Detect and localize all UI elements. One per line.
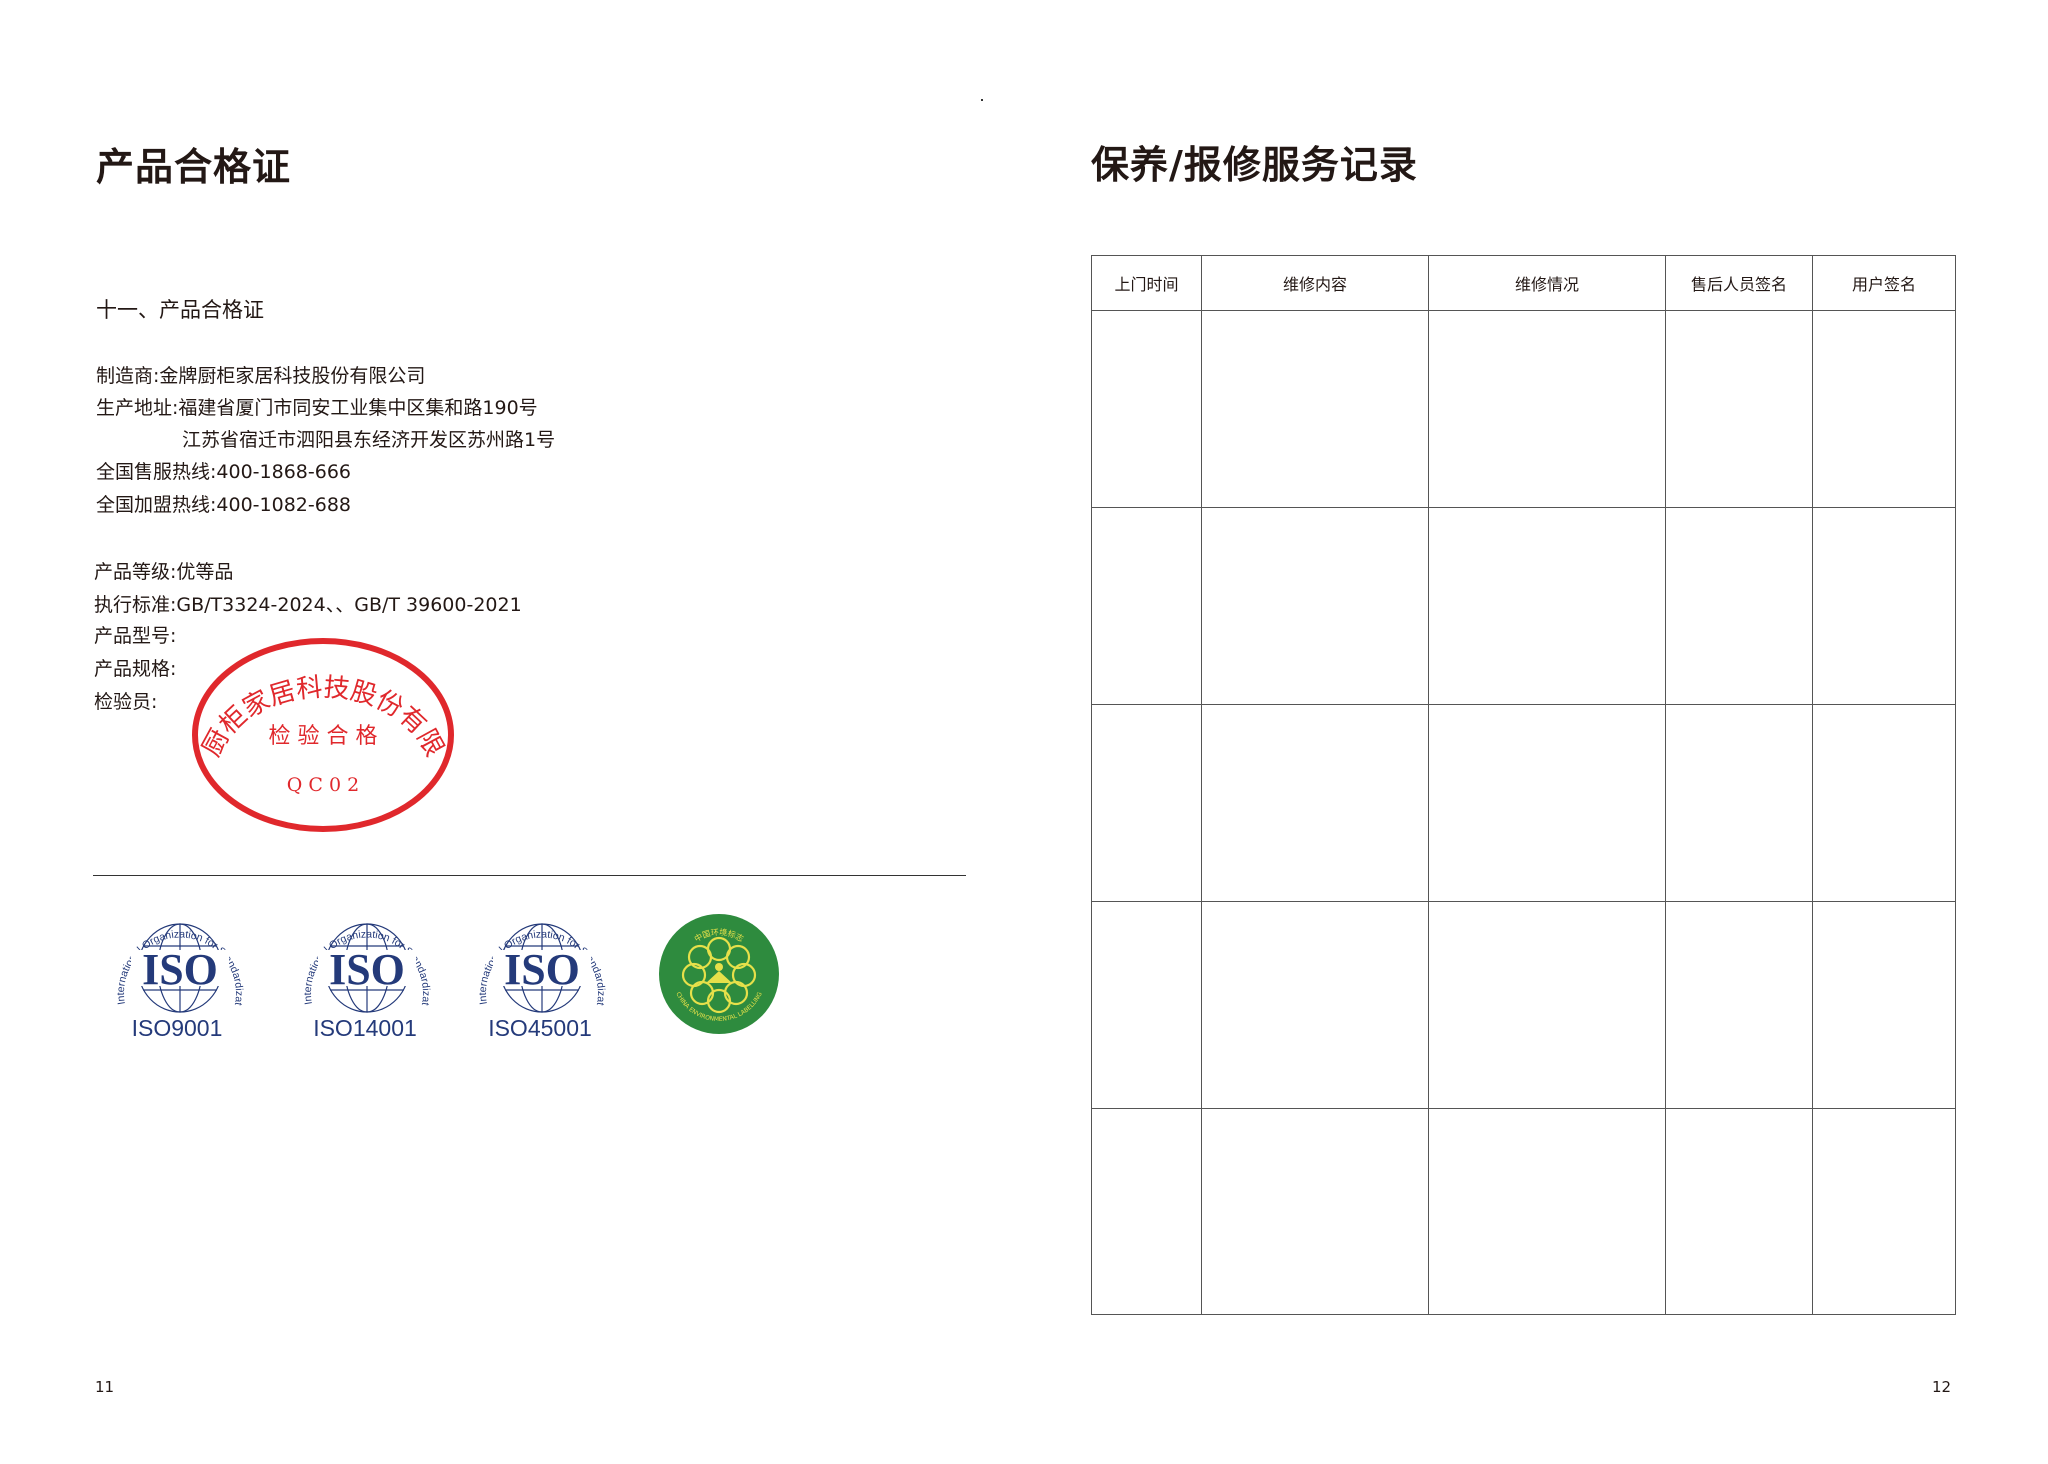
header-repair-content: 维修内容 bbox=[1201, 255, 1429, 311]
svg-text:ISO: ISO bbox=[142, 945, 218, 994]
iso-logo-icon: International Organization for Standardi… bbox=[107, 896, 245, 1013]
product-spec: 产品规格: bbox=[94, 658, 177, 680]
manufacturer: 制造商:金牌厨柜家居科技股份有限公司 bbox=[96, 365, 426, 387]
table-cell[interactable] bbox=[1665, 310, 1813, 508]
divider bbox=[93, 875, 966, 876]
service-record-table: 上门时间 维修内容 维修情况 售后人员签名 用户签名 bbox=[1091, 255, 1956, 1315]
franchise-hotline: 全国加盟热线:400-1082-688 bbox=[96, 494, 351, 516]
header-visit-time: 上门时间 bbox=[1091, 255, 1202, 311]
iso-logo-icon: International Organization for Standardi… bbox=[294, 896, 432, 1013]
table-cell[interactable] bbox=[1812, 704, 1956, 902]
inspector: 检验员: bbox=[94, 691, 158, 713]
table-cell[interactable] bbox=[1665, 901, 1813, 1109]
table-cell[interactable] bbox=[1091, 901, 1202, 1109]
section-heading: 十一、产品合格证 bbox=[96, 298, 264, 322]
table-cell[interactable] bbox=[1201, 901, 1429, 1109]
svg-text:ISO: ISO bbox=[329, 945, 405, 994]
address-1: 生产地址:福建省厦门市同安工业集中区集和路190号 bbox=[96, 397, 538, 419]
inspection-stamp: 金牌厨柜家居科技股份有限公司 检 验 合 格 Q C 0 2 bbox=[188, 634, 454, 832]
stamp-code: Q C 0 2 bbox=[287, 774, 359, 796]
table-cell[interactable] bbox=[1812, 310, 1956, 508]
table-cell[interactable] bbox=[1812, 901, 1956, 1109]
standard: 执行标准:GB/T3324-2024、、GB/T 39600-2021 bbox=[94, 594, 522, 616]
right-page-title: 保养/报修服务记录 bbox=[1091, 143, 1418, 187]
table-cell[interactable] bbox=[1091, 310, 1202, 508]
header-repair-status: 维修情况 bbox=[1428, 255, 1666, 311]
table-cell[interactable] bbox=[1665, 1108, 1813, 1315]
table-cell[interactable] bbox=[1812, 507, 1956, 705]
address-2: 江苏省宿迁市泗阳县东经济开发区苏州路1号 bbox=[182, 429, 556, 451]
header-user-signature: 用户签名 bbox=[1812, 255, 1956, 311]
svg-text:ISO: ISO bbox=[504, 945, 580, 994]
china-environmental-label-icon: 中国环境标志 CHINA ENVIRONMENTAL LABELLING bbox=[659, 914, 779, 1034]
table-row bbox=[1091, 901, 1956, 1109]
table-cell[interactable] bbox=[1812, 1108, 1956, 1315]
page-number-right: 12 bbox=[1932, 1378, 1952, 1396]
header-service-signature: 售后人员签名 bbox=[1665, 255, 1813, 311]
page-dot bbox=[981, 99, 983, 101]
table-row bbox=[1091, 310, 1956, 508]
table-cell[interactable] bbox=[1428, 901, 1666, 1109]
table-cell[interactable] bbox=[1428, 507, 1666, 705]
table-header-row: 上门时间 维修内容 维修情况 售后人员签名 用户签名 bbox=[1091, 255, 1956, 311]
table-cell[interactable] bbox=[1428, 310, 1666, 508]
table-cell[interactable] bbox=[1201, 704, 1429, 902]
table-cell[interactable] bbox=[1091, 507, 1202, 705]
table-cell[interactable] bbox=[1201, 507, 1429, 705]
table-cell[interactable] bbox=[1201, 310, 1429, 508]
service-hotline: 全国售服热线:400-1868-666 bbox=[96, 461, 351, 483]
left-page-title: 产品合格证 bbox=[96, 145, 292, 189]
iso-logo-icon: International Organization for Standardi… bbox=[469, 896, 607, 1013]
table-cell[interactable] bbox=[1091, 704, 1202, 902]
table-row bbox=[1091, 1108, 1956, 1315]
table-row bbox=[1091, 704, 1956, 902]
table-cell[interactable] bbox=[1201, 1108, 1429, 1315]
table-cell[interactable] bbox=[1665, 507, 1813, 705]
table-cell[interactable] bbox=[1665, 704, 1813, 902]
table-cell[interactable] bbox=[1428, 704, 1666, 902]
table-cell[interactable] bbox=[1091, 1108, 1202, 1315]
page-number-left: 11 bbox=[95, 1378, 115, 1396]
iso45001-label: ISO45001 bbox=[488, 1015, 592, 1041]
stamp-center-text: 检 验 合 格 bbox=[269, 724, 378, 749]
iso9001-label: ISO9001 bbox=[131, 1015, 223, 1041]
product-model: 产品型号: bbox=[94, 625, 177, 647]
iso14001-label: ISO14001 bbox=[313, 1015, 417, 1041]
table-row bbox=[1091, 507, 1956, 705]
table-cell[interactable] bbox=[1428, 1108, 1666, 1315]
product-grade: 产品等级:优等品 bbox=[94, 561, 234, 583]
